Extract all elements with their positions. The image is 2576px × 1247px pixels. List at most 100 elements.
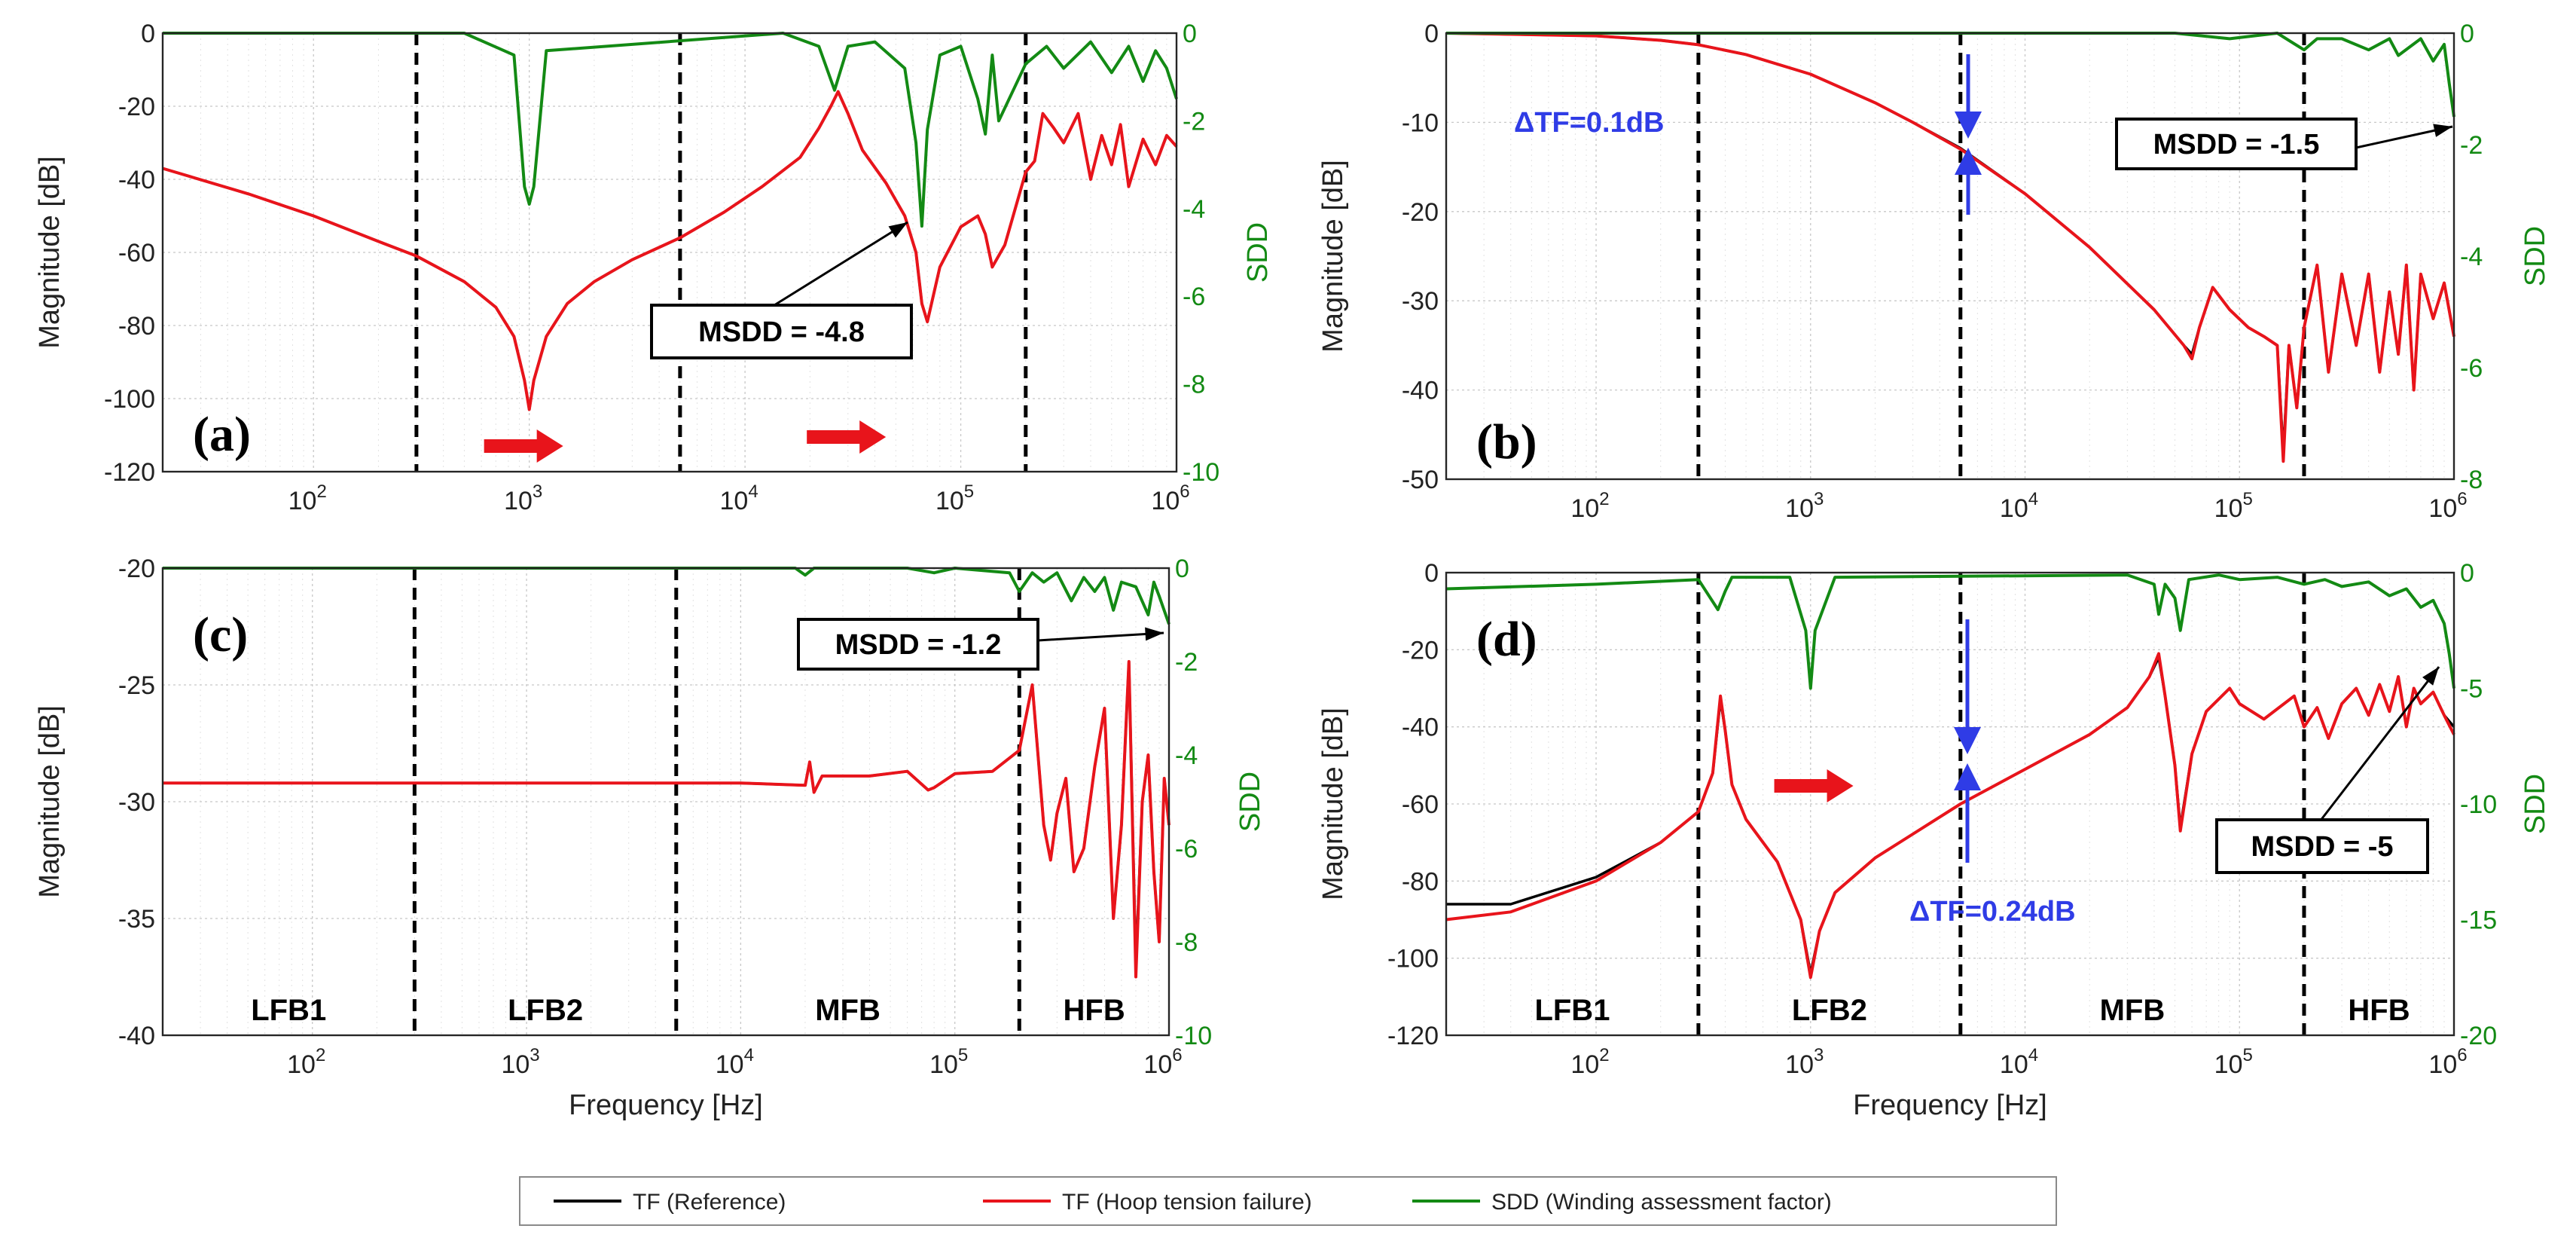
msdd-pointer-line bbox=[2318, 666, 2440, 822]
y-tick-label: -100 bbox=[104, 385, 155, 414]
band-label-lfb2: LFB2 bbox=[1792, 994, 1867, 1027]
y-right-tick-label: -4 bbox=[2460, 243, 2483, 271]
y-tick-label: 0 bbox=[1424, 20, 1439, 48]
panel-b-ticks: 0 -10 -20 -30 -40 -50 0 -2 -4 -6 -8 102 103 104 105 106 bbox=[1402, 20, 2483, 523]
delta-tf-label: ΔTF=0.1dB bbox=[1514, 107, 1664, 139]
panel-a: 0 -20 -40 -60 -80 -100 -120 0 -2 -4 -6 -8 -10 102 103 1… bbox=[34, 20, 1274, 515]
y-tick-label: -20 bbox=[118, 555, 155, 583]
y-right-tick-label: -8 bbox=[1175, 928, 1198, 957]
y-right-tick-label: -4 bbox=[1183, 195, 1205, 224]
y-right-tick-label: -8 bbox=[1183, 371, 1205, 399]
x-tick-label: 102 bbox=[288, 481, 327, 515]
y-right-tick-label: -2 bbox=[1175, 648, 1198, 677]
y-tick-label: -120 bbox=[1387, 1022, 1439, 1050]
y-right-tick-label: 0 bbox=[2460, 559, 2474, 588]
delta-tf-arrowhead-top bbox=[1954, 727, 1981, 754]
delta-tf-arrowhead-top bbox=[1955, 112, 1982, 139]
x-tick-label: 103 bbox=[501, 1045, 539, 1079]
legend-label-reference: TF (Reference) bbox=[633, 1190, 786, 1215]
panel-a-ticks: 0 -20 -40 -60 -80 -100 -120 0 -2 -4 -6 -8 -10 102 103 1… bbox=[104, 20, 1219, 515]
y-right-tick-label: -5 bbox=[2460, 675, 2483, 704]
panel-b-annotations: MSDD = -1.5 ΔTF=0.1dB bbox=[1514, 54, 2453, 215]
msdd-pointer-arrowhead bbox=[2422, 667, 2439, 686]
y-tick-label: -30 bbox=[118, 788, 155, 817]
panel-b-band-boundaries bbox=[1696, 33, 2306, 479]
band-label-hfb: HFB bbox=[2348, 994, 2410, 1027]
panel-b-label: (b) bbox=[1476, 414, 1537, 469]
panel-d-frame bbox=[1445, 571, 2455, 1037]
x-tick-label: 102 bbox=[1570, 1045, 1609, 1079]
x-tick-label: 103 bbox=[1785, 1045, 1824, 1079]
y-right-tick-label: -20 bbox=[2460, 1022, 2497, 1050]
panel-a-band-boundaries bbox=[414, 33, 1028, 472]
panel-c-annotations: MSDD = -1.2 bbox=[797, 618, 1164, 671]
y-tick-label: -100 bbox=[1387, 945, 1439, 973]
y-tick-label: -30 bbox=[1402, 287, 1439, 316]
x-tick-label: 102 bbox=[1570, 489, 1609, 523]
panel-d-ylabel: Magnitude [dB] bbox=[1317, 708, 1349, 900]
y-right-tick-label: -2 bbox=[2460, 131, 2483, 160]
panel-c-ticks: -20 -25 -30 -35 -40 0 -2 -4 -6 -8 -10 102 103 104 105 1… bbox=[118, 555, 1212, 1079]
x-tick-label: 104 bbox=[716, 1045, 754, 1079]
band-label-lfb1: LFB1 bbox=[1534, 994, 1610, 1027]
series-hoop-tension-line bbox=[1445, 652, 2455, 980]
panel-c-label: (c) bbox=[193, 607, 248, 662]
y-tick-label: -80 bbox=[1402, 867, 1439, 896]
y-tick-label: -60 bbox=[1402, 790, 1439, 819]
panel-b-frame bbox=[1445, 32, 2455, 481]
panel-a-frame bbox=[161, 32, 1178, 473]
y-tick-label: -10 bbox=[1402, 109, 1439, 137]
panel-d-annotations: MSDD = -5 ΔTF=0.24dB bbox=[1774, 619, 2440, 928]
y-tick-label: -20 bbox=[1402, 636, 1439, 665]
x-tick-label: 104 bbox=[2000, 489, 2038, 523]
msdd-pointer-arrowhead bbox=[2433, 124, 2452, 137]
y-right-tick-label: -6 bbox=[1175, 835, 1198, 863]
panel-c: -20 -25 -30 -35 -40 0 -2 -4 -6 -8 -10 102 103 104 105 1… bbox=[34, 555, 1266, 1121]
delta-tf-arrowhead-bottom bbox=[1954, 763, 1981, 790]
y-right-tick-label: -6 bbox=[1183, 283, 1205, 311]
y-tick-label: -40 bbox=[1402, 377, 1439, 405]
x-tick-label: 103 bbox=[1785, 489, 1824, 523]
shift-direction-arrow bbox=[807, 420, 887, 454]
y-right-tick-label: -10 bbox=[1183, 458, 1219, 487]
y-right-tick-label: -10 bbox=[2460, 790, 2497, 819]
y-tick-label: 0 bbox=[141, 20, 155, 48]
msdd-box bbox=[650, 304, 913, 359]
x-tick-label: 102 bbox=[287, 1045, 325, 1079]
series-sdd-line bbox=[1446, 32, 2455, 118]
msdd-pointer-arrowhead bbox=[1145, 627, 1164, 641]
msdd-box bbox=[2215, 818, 2429, 874]
band-label-hfb: HFB bbox=[1064, 994, 1125, 1027]
y-right-tick-label: -4 bbox=[1175, 741, 1198, 770]
series-hoop-tension-line bbox=[162, 90, 1178, 411]
panel-b: 0 -10 -20 -30 -40 -50 0 -2 -4 -6 -8 102 103 104 105 106… bbox=[1317, 20, 2551, 523]
y-tick-label: -50 bbox=[1402, 466, 1439, 494]
delta-tf-label: ΔTF=0.24dB bbox=[1909, 896, 2076, 928]
panel-b-ylabel: Magnitude [dB] bbox=[1317, 160, 1349, 353]
x-tick-label: 106 bbox=[2428, 489, 2467, 523]
y-tick-label: -40 bbox=[1402, 714, 1439, 742]
band-label-lfb1: LFB1 bbox=[251, 994, 326, 1027]
panel-b-ylabel-right: SDD bbox=[2520, 226, 2551, 286]
legend-box bbox=[519, 1176, 2057, 1226]
y-right-tick-label: 0 bbox=[2460, 20, 2474, 48]
y-tick-label: -25 bbox=[118, 671, 155, 700]
panel-a-label: (a) bbox=[193, 407, 251, 462]
x-tick-label: 103 bbox=[504, 481, 542, 515]
x-tick-label: 106 bbox=[2428, 1045, 2467, 1079]
panel-d-ticks: 0 -20 -40 -60 -80 -100 -120 0 -5 -10 -15 -20 102 103 1… bbox=[1387, 559, 2497, 1079]
y-tick-label: -80 bbox=[118, 312, 155, 341]
series-hoop-tension-line bbox=[1445, 32, 2455, 463]
msdd-label: MSDD = -5 bbox=[2251, 831, 2394, 863]
shift-direction-arrow bbox=[1774, 769, 1854, 802]
msdd-pointer-line bbox=[768, 221, 908, 310]
band-label-mfb: MFB bbox=[815, 994, 881, 1027]
legend: TF (Reference) TF (Hoop tension failure)… bbox=[519, 1176, 2057, 1226]
y-right-tick-label: -2 bbox=[1183, 107, 1205, 136]
x-tick-label: 105 bbox=[929, 1045, 968, 1079]
panel-a-ylabel: Magnitude [dB] bbox=[34, 156, 66, 349]
panel-d: 0 -20 -40 -60 -80 -100 -120 0 -5 -10 -15 -20 102 103 1… bbox=[1317, 559, 2551, 1121]
y-tick-label: -40 bbox=[118, 1022, 155, 1050]
panel-a-annotations: MSDD = -4.8 bbox=[484, 221, 913, 463]
legend-label-hoop: TF (Hoop tension failure) bbox=[1062, 1190, 1312, 1215]
